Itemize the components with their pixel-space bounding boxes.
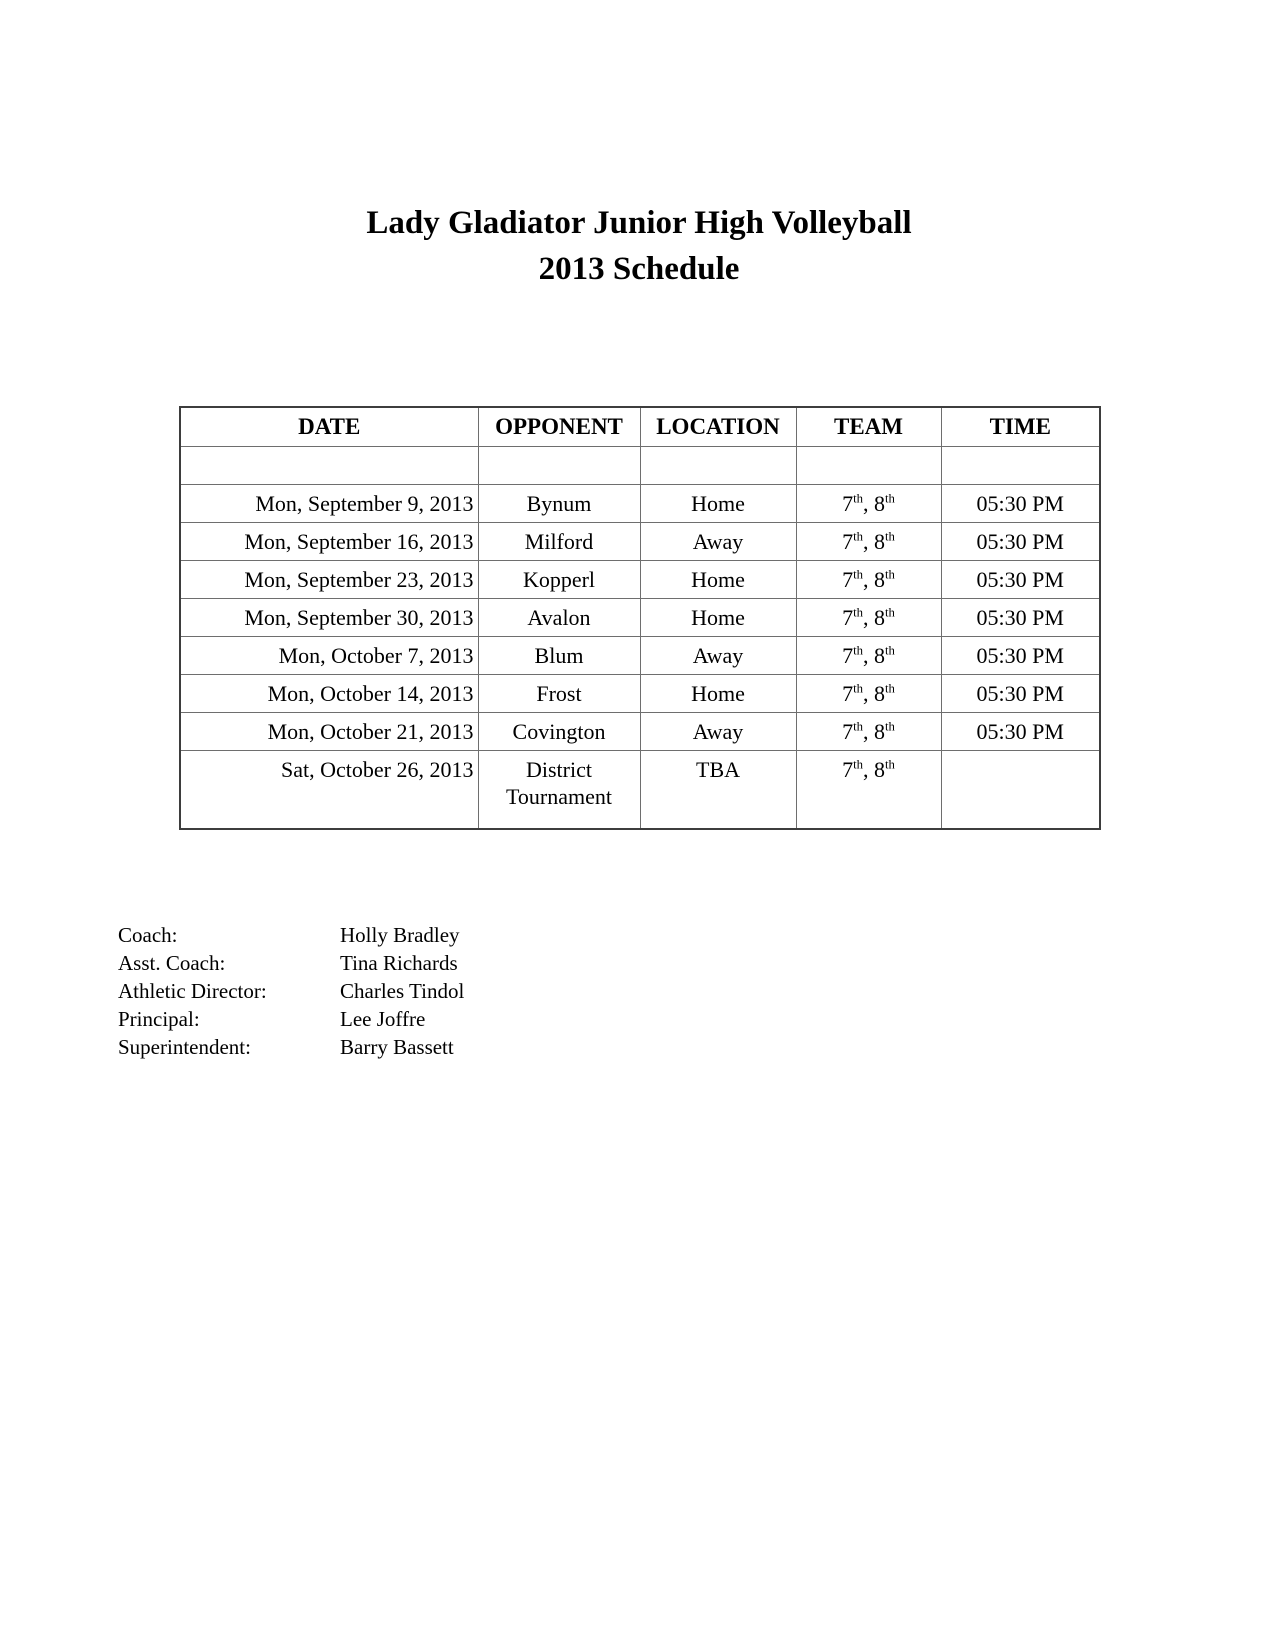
opponent-cell: Kopperl [477,560,641,599]
staff-row-asst-coach: Asst. Coach: Tina Richards [118,949,464,977]
date-cell: Mon, October 14, 2013 [179,674,479,713]
staff-name: Charles Tindol [340,979,465,1003]
team-cell: 7th, 8th [795,560,942,599]
column-header-date: DATE [179,406,479,447]
time-cell: 05:30 PM [940,636,1101,675]
date-cell: Mon, September 16, 2013 [179,522,479,561]
time-cell: 05:30 PM [940,674,1101,713]
team-cell: 7th, 8th [795,750,942,830]
column-header-team: TEAM [795,406,942,447]
date-cell: Mon, September 30, 2013 [179,598,479,637]
staff-label: Superintendent: [118,1035,251,1059]
staff-name: Tina Richards [340,951,458,975]
date-cell: Mon, September 9, 2013 [179,484,479,523]
opponent-cell: Milford [477,522,641,561]
opponent-cell: Blum [477,636,641,675]
time-cell: 05:30 PM [940,522,1101,561]
staff-name: Holly Bradley [340,923,460,947]
staff-list: Coach: Holly Bradley Asst. Coach: Tina R… [118,921,464,1061]
time-cell: 05:30 PM [940,712,1101,751]
page-title-line1: Lady Gladiator Junior High Volleyball [366,205,912,241]
location-cell: Away [639,636,797,675]
staff-row-coach: Coach: Holly Bradley [118,921,464,949]
schedule-table: DATE OPPONENT LOCATION TEAM TIME Mon, Se… [179,406,1101,830]
column-header-opponent: OPPONENT [477,406,641,447]
team-cell: 7th, 8th [795,522,942,561]
date-cell: Mon, October 7, 2013 [179,636,479,675]
date-cell: Mon, October 21, 2013 [179,712,479,751]
location-cell: Home [639,598,797,637]
staff-label: Asst. Coach: [118,951,226,975]
staff-label: Principal: [118,1007,200,1031]
opponent-cell: Bynum [477,484,641,523]
team-cell: 7th, 8th [795,712,942,751]
table-row: Mon, September 9, 2013 Bynum Home 7th, 8… [179,484,1101,523]
table-row: Mon, September 30, 2013 Avalon Home 7th,… [179,598,1101,637]
spacer-row [179,446,1101,485]
table-row: Mon, September 16, 2013 Milford Away 7th… [179,522,1101,561]
time-cell: 05:30 PM [940,484,1101,523]
date-cell: Sat, October 26, 2013 [179,750,479,830]
team-cell: 7th, 8th [795,636,942,675]
staff-row-superintendent: Superintendent: Barry Bassett [118,1033,464,1061]
opponent-cell: Covington [477,712,641,751]
location-cell: Away [639,712,797,751]
table-row: Mon, October 21, 2013 Covington Away 7th… [179,712,1101,751]
page-title: Lady Gladiator Junior High Volleyball 20… [179,200,1099,292]
location-cell: Home [639,484,797,523]
table-row: Sat, October 26, 2013 District Tournamen… [179,750,1101,830]
opponent-cell: Avalon [477,598,641,637]
empty-cell [940,446,1101,485]
team-cell: 7th, 8th [795,598,942,637]
time-cell: 05:30 PM [940,560,1101,599]
date-cell: Mon, September 23, 2013 [179,560,479,599]
opponent-cell: Frost [477,674,641,713]
time-cell [940,750,1101,830]
empty-cell [795,446,942,485]
location-cell: Away [639,522,797,561]
time-cell: 05:30 PM [940,598,1101,637]
column-header-time: TIME [940,406,1101,447]
empty-cell [179,446,479,485]
location-cell: Home [639,674,797,713]
column-header-location: LOCATION [639,406,797,447]
staff-row-principal: Principal: Lee Joffre [118,1005,464,1033]
table-row: Mon, October 7, 2013 Blum Away 7th, 8th … [179,636,1101,675]
page-title-line2: 2013 Schedule [538,251,740,287]
location-cell: Home [639,560,797,599]
empty-cell [639,446,797,485]
location-cell: TBA [639,750,797,830]
table-header-row: DATE OPPONENT LOCATION TEAM TIME [179,406,1101,447]
table-row: Mon, October 14, 2013 Frost Home 7th, 8t… [179,674,1101,713]
team-cell: 7th, 8th [795,674,942,713]
staff-label: Athletic Director: [118,979,267,1003]
staff-label: Coach: [118,923,178,947]
team-cell: 7th, 8th [795,484,942,523]
staff-name: Lee Joffre [340,1007,426,1031]
staff-name: Barry Bassett [340,1035,454,1059]
staff-row-athletic-director: Athletic Director: Charles Tindol [118,977,464,1005]
opponent-cell: District Tournament [477,750,641,830]
empty-cell [477,446,641,485]
table-row: Mon, September 23, 2013 Kopperl Home 7th… [179,560,1101,599]
